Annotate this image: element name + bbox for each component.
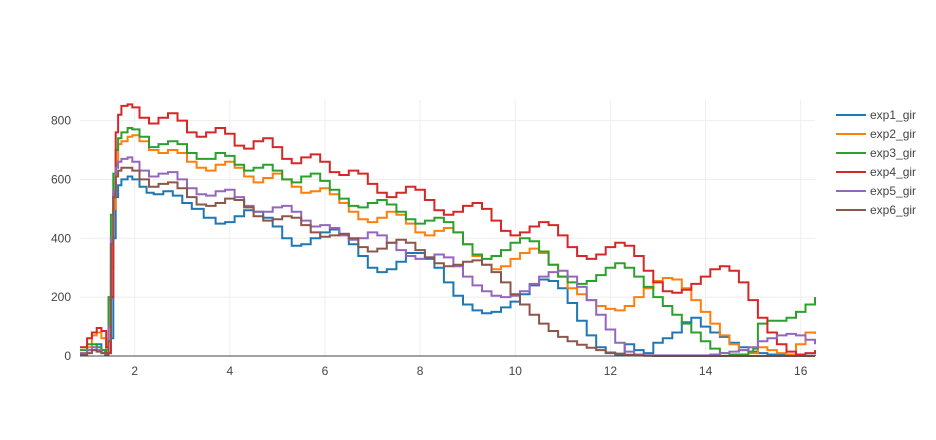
y-tick-label: 0	[64, 349, 71, 363]
series-line-exp3_gir[interactable]	[80, 127, 816, 356]
x-tick-label: 8	[417, 364, 424, 378]
legend-item-exp2_gir[interactable]: exp2_gir	[836, 127, 916, 141]
y-tick-label: 400	[51, 231, 71, 245]
series-line-exp6_gir[interactable]	[80, 166, 815, 357]
series-line-exp1_gir[interactable]	[80, 175, 816, 357]
legend-label: exp5_gir	[870, 184, 916, 198]
legend-label: exp2_gir	[870, 127, 916, 141]
x-tick-label: 4	[227, 364, 234, 378]
y-tick-label: 600	[51, 172, 71, 186]
grid-layer	[80, 100, 815, 356]
plot-layer	[80, 103, 816, 357]
y-tick-label: 800	[51, 114, 71, 128]
legend-item-exp4_gir[interactable]: exp4_gir	[836, 165, 916, 179]
legend-label: exp1_gir	[870, 108, 916, 122]
legend-item-exp5_gir[interactable]: exp5_gir	[836, 184, 916, 198]
series-line-exp4_gir[interactable]	[80, 103, 816, 356]
legend-item-exp1_gir[interactable]: exp1_gir	[836, 108, 916, 122]
legend-label: exp6_gir	[870, 203, 916, 217]
axis-layer: 2 4 6 8 10 12 14 16 0 200 400 600 800	[51, 114, 815, 378]
legend[interactable]: exp1_gir exp2_gir exp3_gir exp4_gir exp5_gir…	[836, 108, 916, 217]
legend-label: exp4_gir	[870, 165, 916, 179]
series-line-exp2_gir[interactable]	[80, 134, 816, 356]
legend-label: exp3_gir	[870, 146, 916, 160]
x-tick-label: 16	[794, 364, 808, 378]
x-tick-label: 14	[699, 364, 713, 378]
legend-item-exp6_gir[interactable]: exp6_gir	[836, 203, 916, 217]
legend-item-exp3_gir[interactable]: exp3_gir	[836, 146, 916, 160]
x-tick-label: 10	[509, 364, 523, 378]
x-tick-label: 6	[322, 364, 329, 378]
x-tick-label: 2	[131, 364, 138, 378]
y-tick-label: 200	[51, 290, 71, 304]
x-tick-label: 12	[604, 364, 618, 378]
